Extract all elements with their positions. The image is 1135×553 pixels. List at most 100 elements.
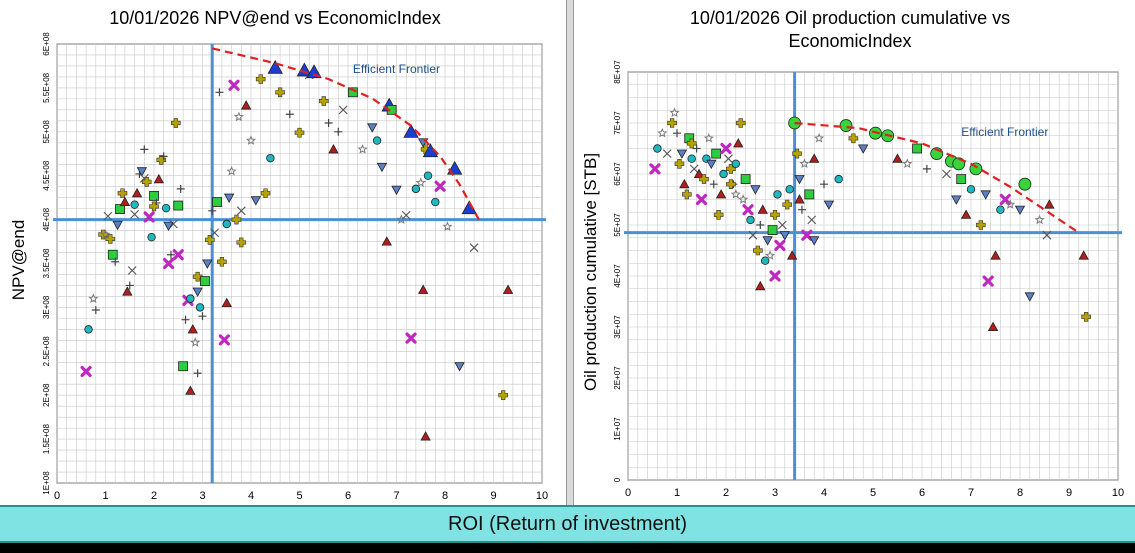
data-point: [686, 138, 697, 149]
data-point: [726, 179, 736, 189]
data-point: [192, 271, 203, 282]
data-point: [423, 171, 433, 180]
x-tick-label: 6: [345, 490, 351, 502]
data-point: [372, 136, 382, 145]
oil-chart-panel: 10/01/2026 Oil production cumulative vs …: [574, 0, 1135, 505]
data-point: [396, 214, 407, 224]
chart-title-line-1: 10/01/2026 Oil production cumulative vs: [690, 8, 1010, 28]
npv-chart-panel: 10/01/2026 NPV@end vs EconomicIndex NPV@…: [0, 0, 566, 505]
data-point: [999, 193, 1011, 206]
data-point: [163, 221, 174, 232]
data-point: [982, 275, 994, 287]
x-tick-label: 0: [625, 487, 631, 499]
data-point: [159, 152, 168, 161]
data-point: [231, 214, 242, 225]
data-point: [324, 119, 333, 128]
data-point: [117, 188, 128, 199]
data-point: [140, 145, 149, 154]
data-point: [809, 153, 820, 163]
data-point: [434, 180, 446, 192]
data-point: [687, 154, 696, 163]
y-tick-label: 1.5E+08: [42, 424, 51, 455]
data-point: [226, 166, 237, 176]
efficient-frontier-curve: [794, 121, 1080, 234]
data-point: [185, 385, 196, 395]
data-point: [724, 154, 733, 164]
data-point: [738, 194, 749, 204]
data-point: [731, 159, 740, 168]
data-point: [1024, 292, 1035, 302]
x-tick-label: 8: [1017, 487, 1023, 499]
x-tick-label: 5: [870, 487, 876, 499]
data-point: [1005, 199, 1016, 209]
data-point: [1078, 250, 1089, 260]
efficient-frontier-curve: [211, 47, 480, 221]
x-tick-label: 2: [723, 487, 729, 499]
y-tick-label: 6E+08: [42, 32, 51, 56]
data-point: [1081, 311, 1091, 322]
y-tick-label: 3E+07: [613, 315, 622, 339]
data-point: [147, 232, 156, 242]
data-point: [990, 250, 1001, 260]
data-point: [689, 164, 699, 174]
chart-title-line-2: EconomicIndex: [788, 31, 911, 51]
data-point: [88, 293, 99, 303]
data-point: [136, 167, 148, 177]
data-point: [730, 189, 741, 199]
data-point: [275, 87, 285, 98]
panel-divider[interactable]: [566, 0, 574, 505]
npv-vs-economic-index-chart: 10/01/2026 NPV@end vs EconomicIndex NPV@…: [9, 8, 548, 502]
y-tick-label: 0: [613, 477, 622, 482]
data-point: [726, 164, 736, 174]
x-tick-label: 7: [968, 487, 974, 499]
x-tick-label: 9: [490, 490, 496, 502]
data-point: [799, 158, 810, 169]
x-tick-label: 4: [248, 490, 254, 502]
data-point: [785, 185, 794, 194]
data-point: [103, 211, 113, 221]
data-point: [649, 163, 661, 175]
data-point: [141, 177, 152, 187]
data-point: [223, 193, 235, 203]
data-point: [760, 256, 770, 265]
y-tick-label: 4.5E+08: [42, 160, 51, 191]
data-point: [695, 193, 708, 206]
data-point: [922, 164, 931, 173]
data-point: [956, 174, 967, 185]
data-point: [285, 110, 294, 119]
data-point: [80, 365, 92, 378]
data-point: [376, 162, 388, 173]
data-point: [748, 230, 758, 240]
data-point: [153, 173, 165, 184]
data-point: [765, 250, 776, 260]
data-point: [823, 200, 835, 210]
data-point: [794, 175, 805, 185]
data-point: [951, 195, 962, 205]
y-tick-label: 1E+07: [613, 417, 622, 441]
data-point: [469, 243, 479, 253]
data-point: [266, 153, 275, 163]
data-point: [417, 284, 429, 294]
data-point: [676, 149, 688, 159]
data-point: [347, 87, 358, 98]
data-point: [653, 144, 662, 153]
y-tick-label: 7E+07: [613, 111, 622, 135]
data-point: [198, 312, 207, 321]
data-point: [176, 184, 185, 193]
data-point: [770, 210, 780, 220]
data-point: [711, 148, 722, 159]
data-point: [401, 210, 411, 220]
x-tick-label: 9: [1066, 487, 1072, 499]
data-point: [187, 324, 198, 334]
data-point: [212, 197, 222, 207]
data-point: [334, 127, 343, 136]
data-point: [756, 221, 765, 229]
data-point: [420, 431, 431, 441]
data-point: [755, 280, 766, 291]
data-point: [709, 180, 718, 189]
data-point: [218, 334, 230, 346]
data-point: [757, 204, 768, 214]
data-point: [987, 321, 999, 332]
data-point: [236, 206, 246, 216]
